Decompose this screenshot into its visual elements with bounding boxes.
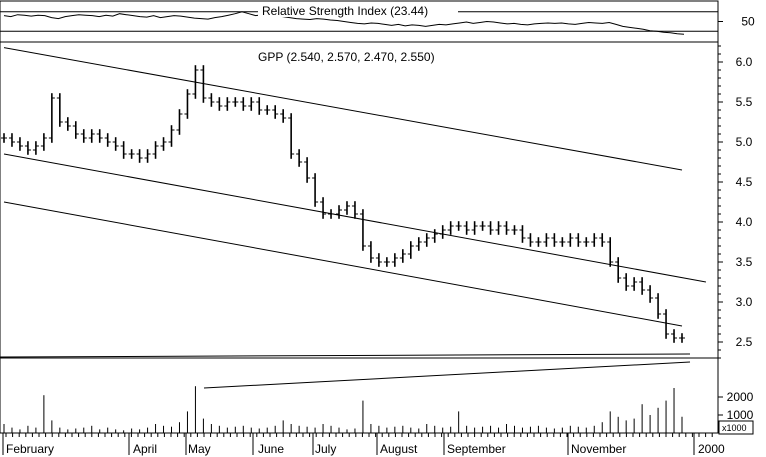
rsi-title-bg xyxy=(258,3,458,17)
axis-layer: 50 6.0 5.5 5.0 4.5 4.0 3.5 3.0 2.5 2000 1000 Februa… xyxy=(2,15,755,456)
x-tick-label: February xyxy=(6,442,54,456)
price-y-tick-label: 4.0 xyxy=(736,215,753,229)
price-y-tick-label: 3.5 xyxy=(736,255,753,269)
volume-layer xyxy=(3,386,683,433)
volume-y-tick-label: 2000 xyxy=(727,390,754,404)
x-tick-label: September xyxy=(447,442,506,456)
x-tick-label: August xyxy=(380,442,418,456)
x-tick-label: April xyxy=(133,442,157,456)
x-tick-label: June xyxy=(258,442,284,456)
price-trend-line xyxy=(3,47,683,171)
rsi-line xyxy=(3,11,685,35)
price-y-tick-label: 3.0 xyxy=(736,295,753,309)
x-tick-label: May xyxy=(188,442,211,456)
price-trend-line xyxy=(3,201,683,327)
volume-unit-label: x1000 xyxy=(722,423,747,433)
x-tick-label: November xyxy=(571,442,626,456)
price-panel-frame xyxy=(0,41,719,359)
x-tick-label: July xyxy=(315,442,336,456)
price-layer xyxy=(0,47,707,389)
volume-unit-box xyxy=(718,420,754,435)
price-support-line xyxy=(0,353,691,358)
x-tick-label: 2000 xyxy=(698,442,725,456)
volume-y-tick-label: 1000 xyxy=(727,408,754,422)
price-y-tick-label: 5.5 xyxy=(736,95,753,109)
price-title: GPP (2.540, 2.570, 2.470, 2.550) xyxy=(258,50,435,64)
price-y-tick-label: 6.0 xyxy=(736,55,753,69)
rsi-y-tick-label: 50 xyxy=(741,15,755,29)
rsi-title: Relative Strength Index (23.44) xyxy=(262,4,428,18)
price-y-tick-label: 2.5 xyxy=(736,335,753,349)
price-y-tick-label: 5.0 xyxy=(736,135,753,149)
price-y-tick-label: 4.5 xyxy=(736,175,753,189)
volume-trend-line xyxy=(203,361,691,389)
